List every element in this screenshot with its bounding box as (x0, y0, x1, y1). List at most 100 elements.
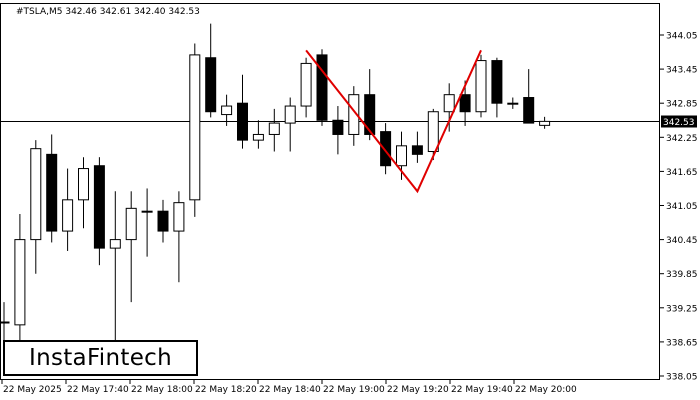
price-tick-label: 341.65 (666, 168, 698, 178)
candle (364, 69, 376, 141)
candle (125, 191, 137, 303)
chart-header: #TSLA,M5 342.46 342.61 342.40 342.53 (16, 7, 200, 17)
candle-body (141, 210, 153, 213)
candle-body (284, 105, 296, 124)
candle (93, 157, 105, 266)
candle-body (109, 239, 121, 249)
candle-body (411, 145, 423, 155)
candle (46, 134, 58, 243)
candle-body (300, 62, 312, 107)
current-price-tag: 342.53 (661, 115, 697, 128)
candle (300, 57, 312, 118)
price-tag-background (661, 115, 697, 128)
candle-body (348, 94, 360, 135)
time-tick-label: 22 May 19:20 (387, 385, 449, 395)
candle (252, 120, 264, 149)
brand-logo: InstaFintech (3, 340, 198, 376)
candle (332, 106, 344, 155)
time-tick-label: 22 May 18:20 (195, 385, 257, 395)
price-tick-label: 341.05 (666, 202, 698, 212)
candle-body (539, 120, 551, 126)
candle-body (30, 148, 42, 241)
candle-body (237, 102, 248, 141)
candle (316, 49, 328, 126)
candle (189, 43, 201, 217)
price-tick-label: 342.25 (666, 134, 698, 144)
candle (109, 191, 121, 345)
candle-body (443, 94, 455, 113)
candle (411, 131, 423, 163)
candle-body (157, 210, 169, 232)
candles (0, 23, 551, 357)
candle (443, 83, 455, 132)
candle (237, 74, 248, 149)
candle (78, 157, 89, 229)
time-axis: 22 May 2025 22 May 17:40 22 May 18:00 22 Ma… (1, 379, 577, 395)
candle-body (78, 168, 89, 201)
candle (459, 80, 471, 126)
candle (507, 97, 519, 109)
price-tick-label: 338.05 (666, 373, 698, 383)
time-tick-label: 22 May 19:40 (451, 385, 513, 395)
candle (14, 214, 26, 357)
candle-body (205, 57, 217, 113)
candle-body (189, 54, 201, 201)
double-top-pattern (305, 49, 482, 194)
time-tick-label: 22 May 18:40 (259, 385, 321, 395)
time-tick-label: 22 May 2025 (3, 385, 62, 395)
time-tick-label: 22 May 20:00 (515, 385, 577, 395)
price-tick-label: 338.65 (666, 338, 698, 348)
price-tag-label: 342.53 (663, 118, 695, 128)
candle-body (93, 165, 105, 249)
price-tick-label: 339.85 (666, 270, 698, 280)
candle-body (427, 111, 439, 153)
candle (475, 54, 487, 118)
candle-body (332, 119, 344, 135)
time-tick-label: 22 May 17:40 (67, 385, 129, 395)
candle-body (380, 131, 392, 167)
candle (427, 108, 439, 161)
candle (173, 191, 185, 283)
candle-body (173, 202, 185, 232)
price-tick-label: 340.45 (666, 236, 698, 246)
candle (62, 168, 74, 251)
candle (491, 57, 503, 118)
candle (539, 116, 551, 129)
time-tick-label: 22 May 19:00 (323, 385, 385, 395)
candle-body (459, 94, 471, 113)
candle-body (475, 60, 487, 113)
candle-body (62, 199, 74, 232)
candle-body (221, 105, 233, 116)
price-tick-label: 344.05 (666, 32, 698, 42)
candle (30, 140, 42, 274)
candle (284, 97, 296, 152)
price-tick-label: 343.45 (666, 66, 698, 76)
candle-body (125, 207, 137, 241)
candle (205, 23, 217, 118)
candle-body (396, 145, 407, 167)
price-tick-label: 342.85 (666, 100, 698, 110)
candle (348, 86, 360, 146)
pattern-line (305, 49, 482, 194)
candle-body (316, 54, 328, 121)
candle-body (46, 153, 58, 232)
logo-text: InstaFintech (29, 345, 172, 371)
candle-body (364, 94, 376, 135)
candle (523, 69, 535, 124)
candle-body (14, 239, 26, 326)
candle (268, 108, 280, 152)
price-axis: 344.05 343.45 342.85 342.25 341.65 341.05 340.… (659, 32, 698, 383)
candle-body (0, 321, 10, 324)
price-tick-label: 339.25 (666, 304, 698, 314)
candle-body (491, 60, 503, 104)
candle (221, 94, 233, 126)
candle (380, 123, 392, 175)
candle (141, 188, 153, 257)
time-tick-label: 22 May 18:00 (131, 385, 193, 395)
candle-body (268, 122, 280, 135)
candle (157, 199, 169, 243)
candle-body (523, 97, 535, 124)
candle-body (507, 102, 519, 105)
